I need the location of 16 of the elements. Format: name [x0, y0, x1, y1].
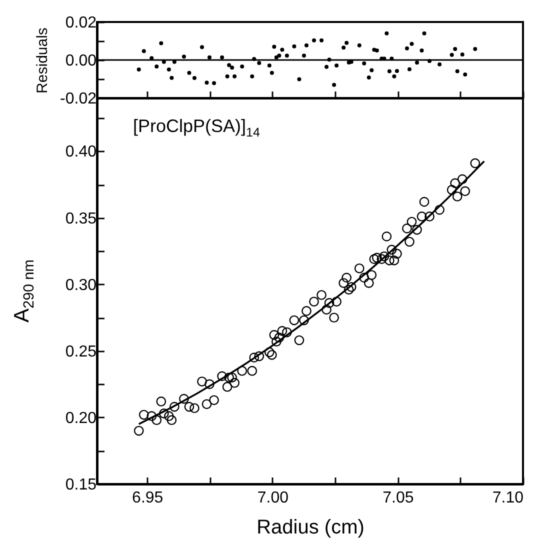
y-tick-label: 0.25 — [65, 343, 97, 360]
y-tick-label: 0.30 — [65, 276, 97, 294]
y-tick-label: 0.15 — [65, 476, 97, 494]
y-tick-label: 0.35 — [65, 210, 97, 228]
y-tick-label: 0.02 — [65, 14, 97, 32]
y-axis-title: Residuals — [34, 28, 52, 94]
annotation: [ProClpP(SA)]$_{14}$ — [133, 116, 260, 140]
x-tick-label: 7.10 — [492, 490, 524, 506]
x-tick-label: 7.00 — [257, 490, 289, 506]
x-tick-label: 6.95 — [132, 490, 164, 506]
y-tick-label: 0.40 — [65, 144, 97, 161]
y-tick-label: 0.20 — [65, 410, 97, 427]
x-tick-label: 7.05 — [382, 490, 414, 506]
y-tick-label: -0.02 — [60, 90, 97, 108]
x-axis-title: Radius (cm) — [256, 516, 364, 538]
y-tick-label: 0.00 — [65, 52, 97, 70]
